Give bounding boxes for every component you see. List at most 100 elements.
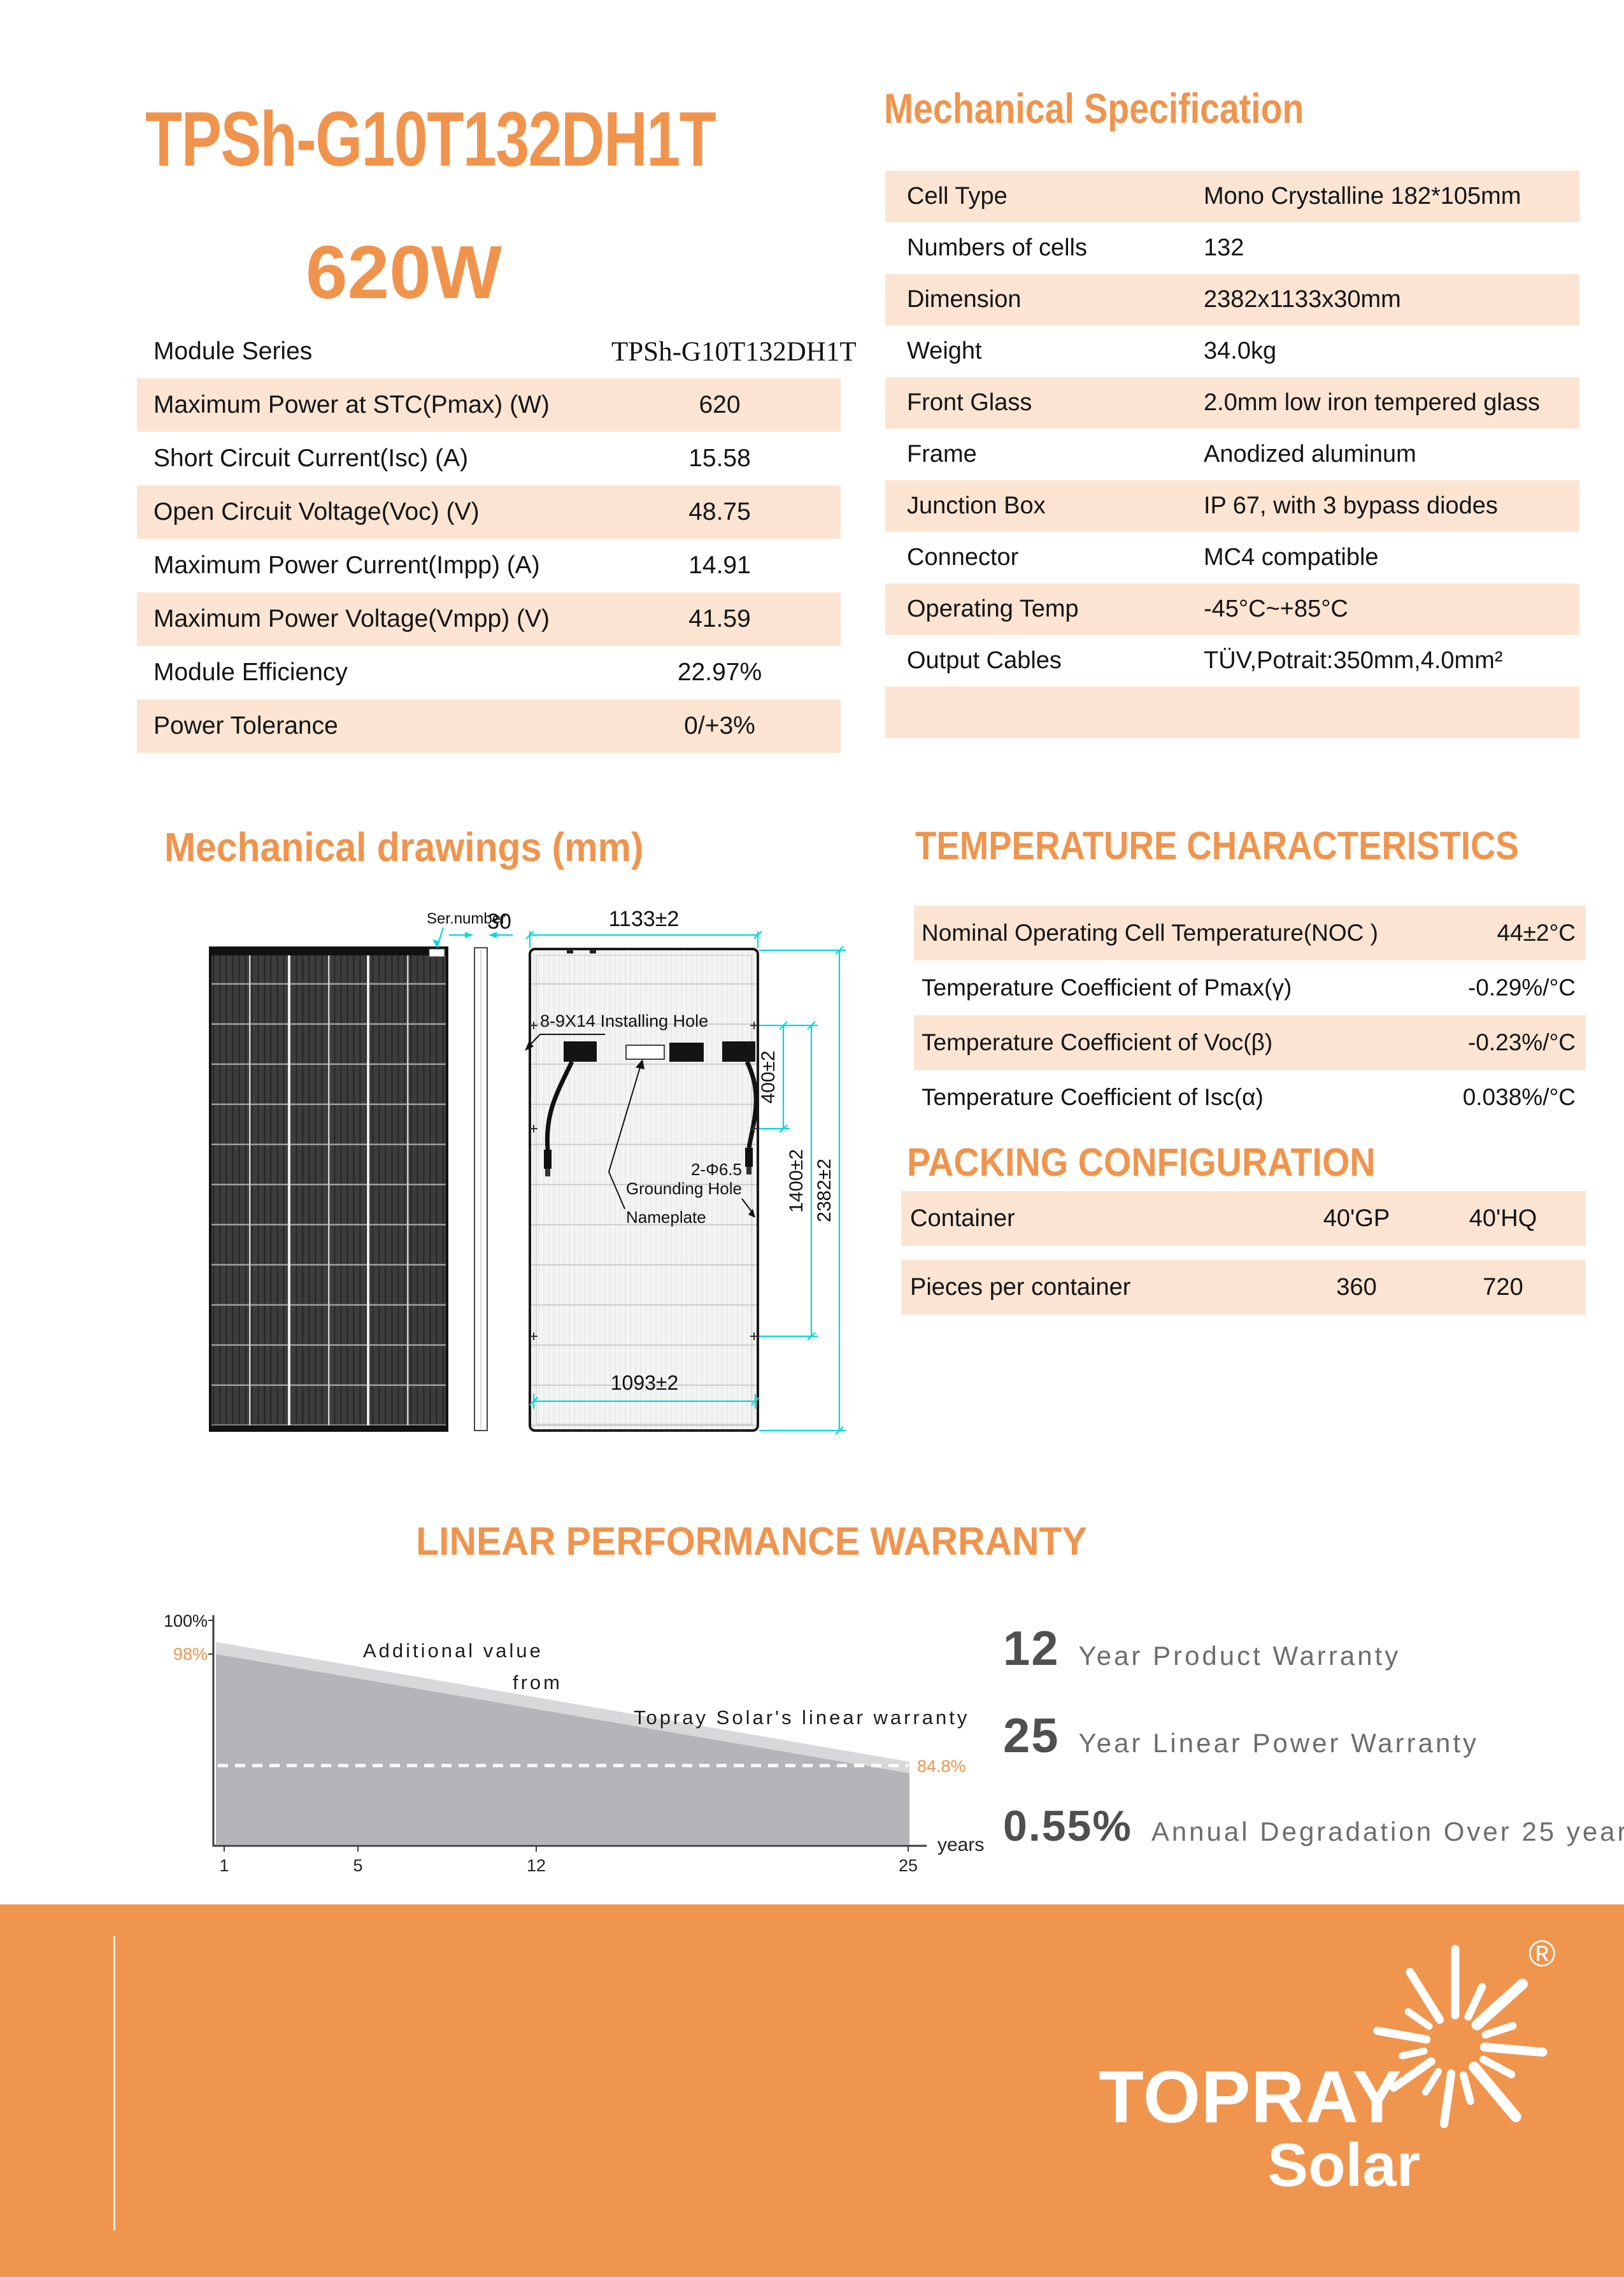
table-row: Module Efficiency 22.97% bbox=[137, 646, 841, 699]
table-row: Temperature Coefficient of Pmax(γ) -0.29… bbox=[914, 960, 1586, 1015]
table-row: Output Cables TÜV,Potrait:350mm,4.0mm² bbox=[885, 635, 1579, 687]
junction-box-left bbox=[564, 1041, 597, 1062]
row-col1: 360 bbox=[1336, 1273, 1377, 1301]
table-row: Temperature Coefficient of Voc(β) -0.23%… bbox=[914, 1015, 1586, 1070]
y-label-100: 100% bbox=[164, 1611, 208, 1631]
page-title: TPSh-G10T132DH1T bbox=[145, 94, 876, 183]
grounding-hole-label-1: 2-Φ6.5 bbox=[691, 1160, 742, 1179]
row-value: Anodized aluminum bbox=[1204, 441, 1416, 468]
table-row bbox=[885, 687, 1579, 738]
dim-1400: 1400±2 bbox=[786, 1149, 807, 1213]
row-value: IP 67, with 3 bypass diodes bbox=[1204, 492, 1498, 519]
row-label: Power Tolerance bbox=[153, 712, 338, 739]
row-label: Frame bbox=[907, 441, 977, 468]
dim-400: 400±2 bbox=[758, 1050, 779, 1103]
row-value: MC4 compatible bbox=[1204, 544, 1379, 571]
footer-band: TOPRAY Solar ® bbox=[0, 1904, 1624, 2277]
row-label: Numbers of cells bbox=[907, 234, 1087, 261]
nameplate-rect bbox=[625, 1045, 665, 1060]
junction-box-right bbox=[722, 1041, 755, 1062]
table-row: Maximum Power Voltage(Vmpp) (V) 41.59 bbox=[137, 592, 841, 646]
end-value-label: 84.8% bbox=[917, 1757, 966, 1776]
row-label: Connector bbox=[907, 544, 1019, 571]
row-label: Maximum Power Voltage(Vmpp) (V) bbox=[153, 605, 550, 632]
warranty-item-degradation: 0.55% Annual Degradation Over 25 years bbox=[1003, 1801, 1624, 1851]
registered-trademark-icon: ® bbox=[1528, 1933, 1556, 1974]
grounding-hole-label-2: Grounding Hole bbox=[626, 1179, 742, 1198]
chart-ticks bbox=[208, 1620, 909, 1852]
row-label: Nominal Operating Cell Temperature(NOC ) bbox=[922, 920, 1378, 946]
row-label: Cell Type bbox=[907, 183, 1008, 210]
table-row: Nominal Operating Cell Temperature(NOC )… bbox=[914, 906, 1586, 960]
annotation-from: from bbox=[513, 1671, 562, 1694]
row-label: Temperature Coefficient of Isc(α) bbox=[922, 1084, 1264, 1110]
row-label: Junction Box bbox=[907, 492, 1046, 519]
section-title-temperature: TEMPERATURE CHARACTERISTICS bbox=[915, 824, 1519, 868]
row-label: Maximum Power Current(Impp) (A) bbox=[153, 552, 540, 579]
nameplate-label: Nameplate bbox=[626, 1208, 706, 1227]
row-label: Container bbox=[910, 1204, 1015, 1232]
chart-annotations: Additional value from Topray Solar's lin… bbox=[363, 1639, 969, 1729]
panel-front-view bbox=[209, 946, 448, 1432]
row-value: 132 bbox=[1204, 234, 1244, 261]
cable-right bbox=[744, 1060, 759, 1148]
row-value: 2382x1133x30mm bbox=[1204, 286, 1401, 313]
table-row: Numbers of cells 132 bbox=[885, 222, 1579, 274]
warranty-item-product: 12 Year Product Warranty bbox=[1003, 1621, 1400, 1676]
brand-subname: Solar bbox=[1267, 2131, 1421, 2199]
row-value: 2.0mm low iron tempered glass bbox=[1204, 389, 1540, 416]
dimension-arrows bbox=[432, 932, 497, 948]
temperature-table: Nominal Operating Cell Temperature(NOC )… bbox=[914, 906, 1586, 1125]
annotation-linear-warranty: Topray Solar's linear warranty bbox=[634, 1706, 969, 1729]
table-row: Connector MC4 compatible bbox=[885, 532, 1579, 583]
section-title-packing: PACKING CONFIGURATION bbox=[907, 1141, 1376, 1185]
row-value: Mono Crystalline 182*105mm bbox=[1204, 183, 1521, 210]
sunburst-icon bbox=[1373, 1945, 1548, 2129]
table-row: Module Series TPSh-G10T132DH1T bbox=[137, 325, 857, 378]
serial-number-window bbox=[429, 948, 445, 957]
chart-area bbox=[216, 1654, 909, 1845]
section-title-warranty: LINEAR PERFORMANCE WARRANTY bbox=[416, 1520, 1087, 1564]
y-label-98: 98% bbox=[173, 1645, 208, 1664]
warranty-years-product: 12 bbox=[1003, 1622, 1060, 1676]
warranty-text-product: Year Product Warranty bbox=[1078, 1641, 1401, 1671]
row-value: 22.97% bbox=[677, 659, 762, 686]
row-label: Short Circuit Current(Isc) (A) bbox=[153, 445, 469, 472]
row-value: 620 bbox=[699, 391, 741, 418]
bottom-width-dim: 1093±2 bbox=[611, 1371, 679, 1394]
section-title-mechanical-specification: Mechanical Specification bbox=[884, 85, 1304, 132]
row-label: Module Efficiency bbox=[153, 659, 348, 686]
row-label: Output Cables bbox=[907, 647, 1062, 674]
row-value: 41.59 bbox=[688, 605, 751, 632]
section-title-mechanical-drawings: Mechanical drawings (mm) bbox=[164, 824, 644, 870]
table-row: Cell Type Mono Crystalline 182*105mm bbox=[885, 171, 1579, 222]
row-label: Temperature Coefficient of Pmax(γ) bbox=[922, 974, 1292, 1001]
row-value: 0.038%/°C bbox=[1462, 1084, 1576, 1110]
row-label: Temperature Coefficient of Voc(β) bbox=[922, 1029, 1273, 1055]
row-label: Weight bbox=[907, 338, 982, 364]
x-tick-1: 1 bbox=[219, 1856, 229, 1875]
annotation-additional-value: Additional value bbox=[363, 1639, 543, 1662]
warranty-chart: 100% 98% 84.8% 1 5 12 25 years Additiona… bbox=[164, 1611, 984, 1875]
row-label: Dimension bbox=[907, 286, 1022, 313]
table-row: Maximum Power at STC(Pmax) (W) 620 bbox=[137, 378, 841, 432]
warranty-item-power: 25 Year Linear Power Warranty bbox=[1003, 1708, 1479, 1764]
row-value: 0/+3% bbox=[684, 712, 755, 739]
mechanical-spec-table: Cell Type Mono Crystalline 182*105mm Num… bbox=[885, 171, 1579, 738]
row-label: Operating Temp bbox=[907, 596, 1079, 622]
table-row: Front Glass 2.0mm low iron tempered glas… bbox=[885, 377, 1579, 429]
warranty-years-power: 25 bbox=[1003, 1709, 1060, 1763]
warranty-degradation-value: 0.55% bbox=[1003, 1802, 1132, 1850]
row-value: TÜV,Potrait:350mm,4.0mm² bbox=[1204, 647, 1503, 674]
brand-logo: TOPRAY Solar ® bbox=[1083, 1924, 1605, 2261]
product-model: TPSh-G10T132DH1T bbox=[145, 96, 716, 182]
width-dim: 1133±2 bbox=[609, 907, 680, 931]
row-value: 34.0kg bbox=[1204, 338, 1277, 364]
x-tick-12: 12 bbox=[527, 1856, 546, 1875]
row-label: Front Glass bbox=[907, 389, 1032, 416]
row-col2: 720 bbox=[1483, 1273, 1523, 1301]
warranty-text-power: Year Linear Power Warranty bbox=[1078, 1728, 1479, 1758]
row-label: Maximum Power at STC(Pmax) (W) bbox=[153, 391, 550, 418]
dim-2382: 2382±2 bbox=[814, 1159, 835, 1222]
row-label: Pieces per container bbox=[910, 1273, 1131, 1301]
